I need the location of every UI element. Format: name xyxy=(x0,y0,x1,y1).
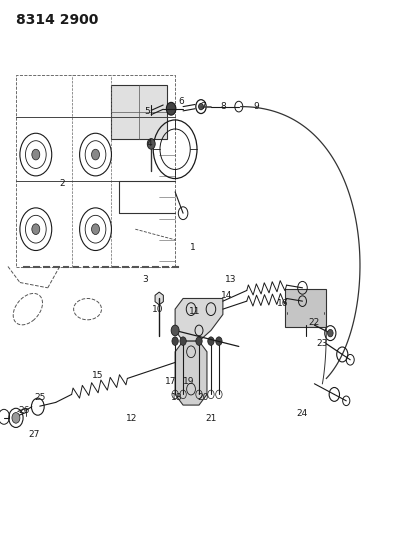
Circle shape xyxy=(172,337,178,345)
Text: 18: 18 xyxy=(172,393,183,401)
Text: 8: 8 xyxy=(220,102,226,111)
Text: 7: 7 xyxy=(200,102,206,111)
Text: 27: 27 xyxy=(28,430,39,439)
Text: 15: 15 xyxy=(92,372,103,380)
Text: 8314 2900: 8314 2900 xyxy=(16,13,98,27)
Text: 11: 11 xyxy=(189,308,201,316)
Circle shape xyxy=(32,224,40,235)
FancyBboxPatch shape xyxy=(111,85,167,139)
Text: 20: 20 xyxy=(197,393,209,401)
Circle shape xyxy=(328,329,333,337)
Circle shape xyxy=(180,337,186,345)
Circle shape xyxy=(147,139,155,149)
Text: 12: 12 xyxy=(126,414,137,423)
Text: 23: 23 xyxy=(317,340,328,348)
Circle shape xyxy=(92,149,100,160)
Circle shape xyxy=(196,337,202,345)
Circle shape xyxy=(166,102,176,115)
Text: 14: 14 xyxy=(221,292,232,300)
Polygon shape xyxy=(175,298,223,341)
FancyBboxPatch shape xyxy=(285,289,326,327)
Text: 25: 25 xyxy=(34,393,45,401)
Text: 5: 5 xyxy=(144,108,150,116)
Circle shape xyxy=(12,413,20,423)
Text: 9: 9 xyxy=(254,102,259,111)
Text: 19: 19 xyxy=(183,377,195,385)
Text: 17: 17 xyxy=(166,377,177,385)
Text: 2: 2 xyxy=(59,180,64,188)
Circle shape xyxy=(208,337,214,345)
Circle shape xyxy=(92,224,100,235)
Circle shape xyxy=(171,325,179,336)
Text: 3: 3 xyxy=(142,276,148,284)
Text: 24: 24 xyxy=(297,409,308,417)
Text: 1: 1 xyxy=(190,244,196,252)
Text: 13: 13 xyxy=(225,276,236,284)
Text: 21: 21 xyxy=(205,414,217,423)
Polygon shape xyxy=(175,341,207,405)
Text: 16: 16 xyxy=(277,300,288,308)
Text: 26: 26 xyxy=(18,406,29,415)
Circle shape xyxy=(199,103,203,110)
Circle shape xyxy=(216,337,222,345)
Text: 4: 4 xyxy=(146,140,152,148)
Circle shape xyxy=(32,149,40,160)
Text: 10: 10 xyxy=(152,305,163,313)
Polygon shape xyxy=(155,292,163,305)
Text: 6: 6 xyxy=(178,97,184,106)
Text: 22: 22 xyxy=(309,318,320,327)
